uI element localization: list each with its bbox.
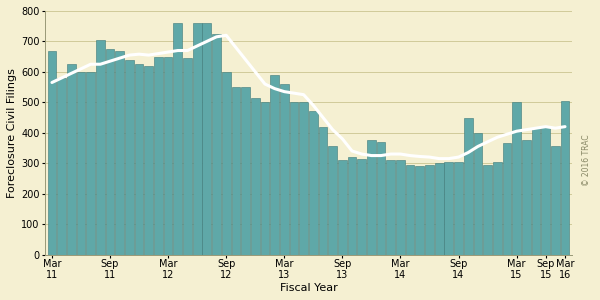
Bar — [406, 165, 415, 254]
Bar — [367, 140, 376, 254]
Y-axis label: Foreclosure Civil Filings: Foreclosure Civil Filings — [7, 68, 17, 198]
Bar — [551, 146, 560, 254]
Bar — [86, 72, 95, 254]
Bar — [212, 34, 221, 254]
Bar — [106, 49, 115, 254]
Bar — [435, 163, 443, 254]
Bar — [280, 84, 289, 254]
Bar — [183, 58, 192, 254]
Bar — [173, 23, 182, 254]
Bar — [522, 140, 530, 254]
Bar — [328, 146, 337, 254]
Bar — [512, 102, 521, 254]
Bar — [338, 160, 347, 254]
Bar — [145, 66, 153, 254]
Bar — [377, 142, 385, 254]
Bar — [358, 159, 366, 254]
Bar — [493, 162, 502, 254]
Bar — [299, 102, 308, 254]
Bar — [560, 101, 569, 254]
Bar — [135, 64, 143, 254]
Bar — [503, 143, 511, 254]
Bar — [115, 50, 124, 254]
Bar — [454, 162, 463, 254]
Bar — [415, 166, 424, 254]
Bar — [125, 60, 134, 254]
Bar — [309, 111, 317, 254]
Bar — [347, 157, 356, 254]
Bar — [67, 64, 76, 254]
Bar — [319, 127, 328, 254]
Bar — [164, 57, 172, 254]
Bar — [445, 162, 453, 254]
Bar — [202, 23, 211, 254]
Bar — [396, 160, 405, 254]
Bar — [222, 72, 230, 254]
Bar — [251, 98, 260, 254]
Bar — [193, 23, 202, 254]
Bar — [154, 57, 163, 254]
Text: © 2016 TRAC: © 2016 TRAC — [582, 134, 591, 186]
Bar — [96, 40, 105, 254]
Bar — [425, 165, 434, 254]
Bar — [386, 160, 395, 254]
Bar — [47, 50, 56, 254]
Bar — [541, 127, 550, 254]
Bar — [232, 87, 240, 254]
Bar — [260, 102, 269, 254]
Bar — [473, 133, 482, 254]
Bar — [241, 87, 250, 254]
Bar — [57, 78, 66, 254]
Bar — [532, 128, 541, 254]
Bar — [270, 75, 279, 254]
Bar — [464, 118, 473, 254]
Bar — [290, 102, 298, 254]
X-axis label: Fiscal Year: Fiscal Year — [280, 283, 337, 293]
Bar — [77, 72, 85, 254]
Bar — [483, 165, 492, 254]
